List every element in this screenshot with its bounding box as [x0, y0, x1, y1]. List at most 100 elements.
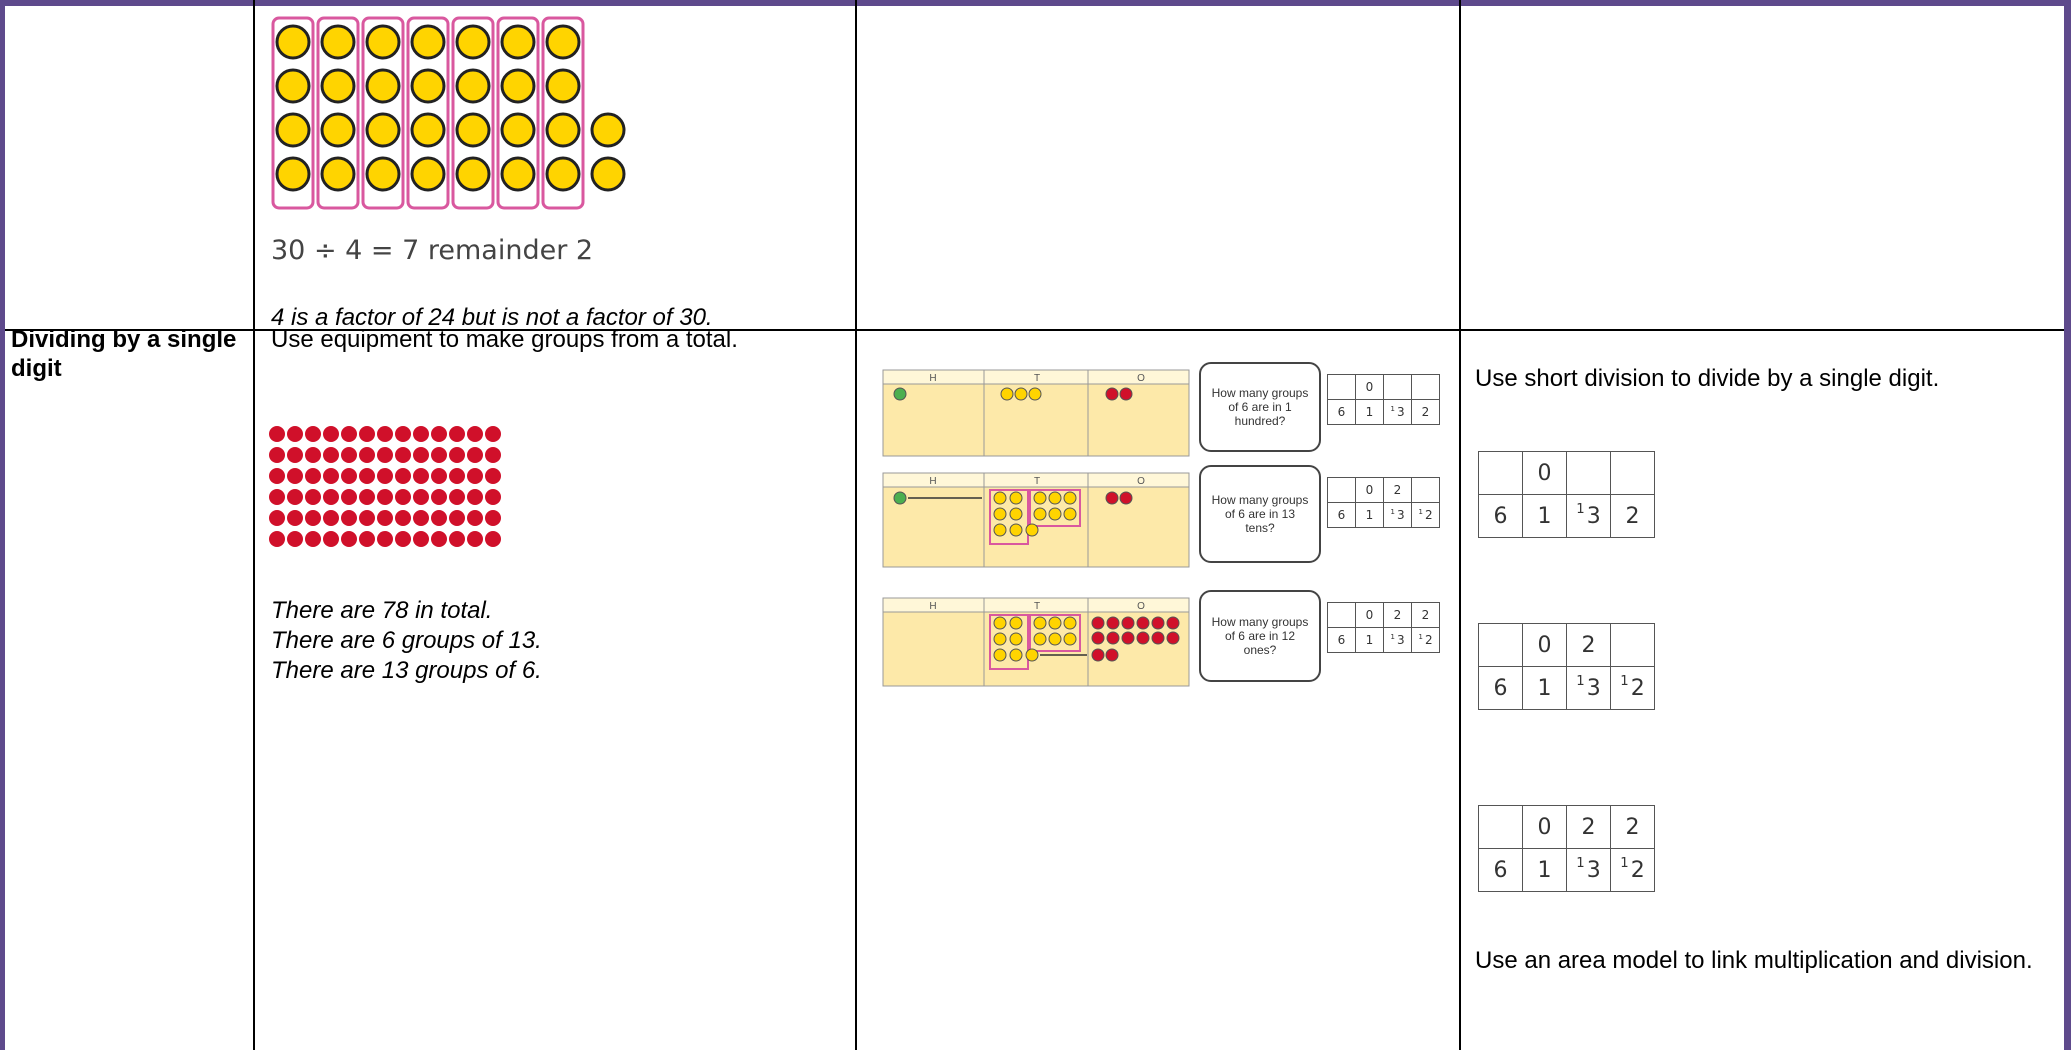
grid-cell — [1610, 623, 1655, 667]
counter — [359, 531, 375, 547]
counter — [395, 510, 411, 526]
counter — [455, 68, 491, 104]
border-right — [2064, 0, 2071, 1050]
counter — [413, 510, 429, 526]
column-header: O — [1137, 601, 1145, 612]
grid-cell: 2 — [1610, 494, 1655, 538]
counter — [993, 491, 1007, 505]
counter — [413, 447, 429, 463]
counter — [545, 112, 581, 148]
counter — [500, 24, 536, 60]
quotient-digit: 2 — [1393, 483, 1402, 497]
counter — [365, 156, 401, 192]
divisor: 6 — [1337, 508, 1346, 522]
cell-text: Use an area model to link multiplication… — [1475, 947, 2033, 974]
counter — [359, 426, 375, 442]
grid-cell: 2 — [1411, 399, 1440, 425]
counter — [341, 510, 357, 526]
grid-cell: 6 — [1327, 627, 1356, 653]
counter — [431, 510, 447, 526]
counter — [467, 489, 483, 505]
grid-cell: 2 — [1610, 805, 1655, 849]
column-header: T — [1034, 601, 1040, 612]
counter — [485, 426, 501, 442]
counter — [1105, 491, 1119, 505]
column-line — [855, 0, 857, 1050]
dividend-digit: 1 — [1537, 857, 1552, 883]
counter — [1119, 387, 1133, 401]
grid-cell — [1327, 477, 1356, 503]
counter — [1063, 507, 1077, 521]
counter — [320, 156, 356, 192]
carry-digit: 1 — [1576, 501, 1585, 517]
counter — [410, 156, 446, 192]
counter — [467, 531, 483, 547]
counter — [993, 523, 1007, 537]
counter — [449, 531, 465, 547]
grid-cell: 1 — [1355, 627, 1384, 653]
border-top — [0, 0, 2071, 6]
counter — [359, 468, 375, 484]
counter — [993, 632, 1007, 646]
counter — [1028, 387, 1042, 401]
quotient-digit: 2 — [1393, 608, 1402, 622]
counter — [413, 426, 429, 442]
counter — [431, 447, 447, 463]
carry-digit: 1 — [1418, 631, 1423, 641]
counter — [287, 510, 303, 526]
quotient-digit: 2 — [1625, 814, 1640, 840]
grid-cell: 0 — [1522, 623, 1567, 667]
counter — [413, 531, 429, 547]
column-line — [253, 0, 255, 1050]
counter — [1048, 632, 1062, 646]
dividend-digit: 2 — [1424, 508, 1433, 522]
counter — [1048, 616, 1062, 630]
dividend-digit: 2 — [1630, 675, 1645, 701]
chart-bg — [882, 472, 1190, 568]
quotient-digit: 2 — [1581, 814, 1596, 840]
counter — [500, 156, 536, 192]
quotient-digit: 2 — [1421, 608, 1430, 622]
cell-text: Use equipment to make groups from a tota… — [271, 326, 738, 353]
group-box — [989, 614, 1029, 670]
counter — [893, 387, 907, 401]
counter — [893, 491, 907, 505]
counter — [305, 489, 321, 505]
counter — [485, 510, 501, 526]
counter — [305, 468, 321, 484]
chart-head — [882, 369, 1190, 385]
counter — [395, 531, 411, 547]
quotient-digit: 2 — [1581, 632, 1596, 658]
carry-digit: 1 — [1576, 855, 1585, 871]
carry-digit: 1 — [1620, 673, 1629, 689]
counter — [1151, 631, 1165, 645]
note-line: There are 6 groups of 13. — [271, 627, 542, 654]
counter — [431, 468, 447, 484]
counter — [449, 489, 465, 505]
counter — [545, 68, 581, 104]
counter — [269, 468, 285, 484]
counter — [1063, 491, 1077, 505]
counter — [545, 156, 581, 192]
grid-cell — [1383, 374, 1412, 400]
group-box — [1029, 489, 1081, 527]
counter — [365, 112, 401, 148]
cell-text: Use short division to divide by a single… — [1475, 365, 1940, 392]
counter — [1009, 507, 1023, 521]
counter — [305, 531, 321, 547]
counter — [1025, 648, 1039, 662]
dividend-digit: 2 — [1630, 857, 1645, 883]
divisor: 6 — [1493, 857, 1508, 883]
counter — [485, 531, 501, 547]
carry-digit: 1 — [1576, 673, 1585, 689]
counter — [395, 468, 411, 484]
counter — [323, 510, 339, 526]
quotient-digit: 0 — [1537, 814, 1552, 840]
quotient-digit: 0 — [1365, 483, 1374, 497]
counter — [449, 447, 465, 463]
